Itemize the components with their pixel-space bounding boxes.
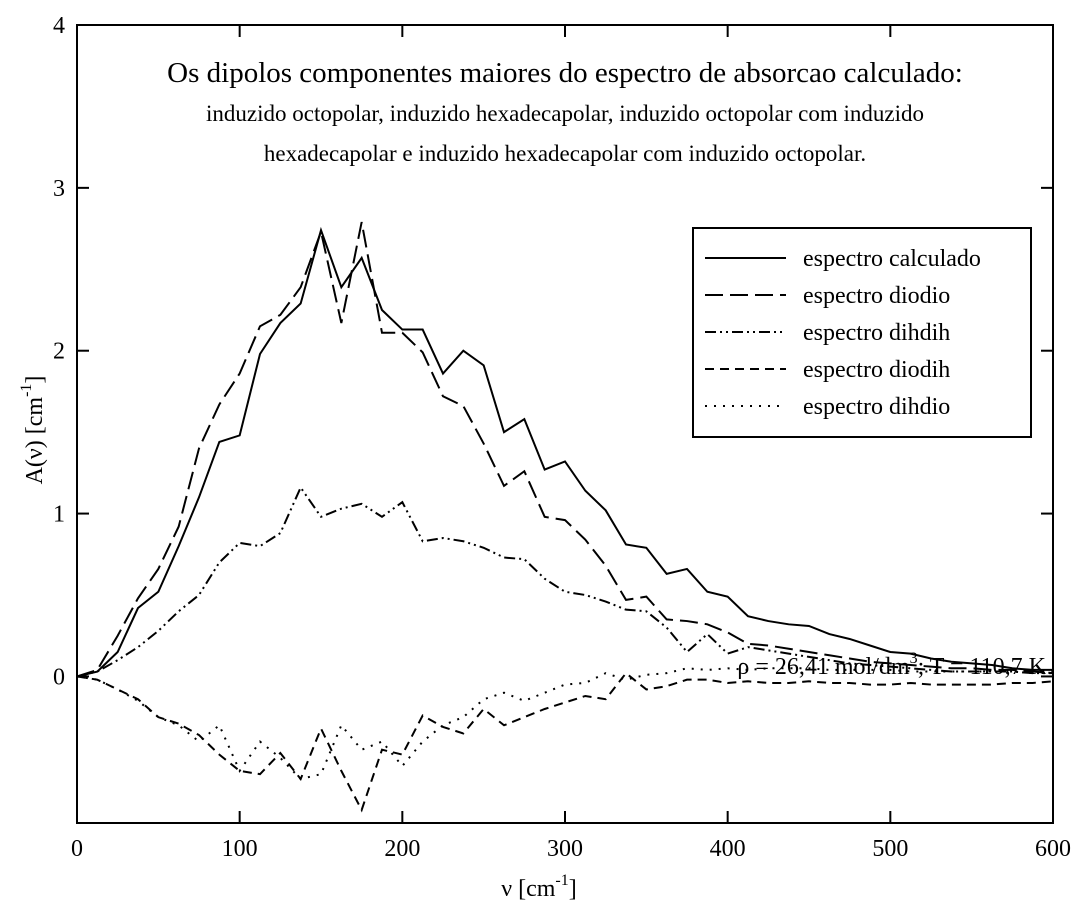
annotation-sup: 3 — [910, 650, 918, 667]
legend-label: espectro dihdio — [803, 394, 950, 420]
series-line — [76, 485, 1053, 678]
annotation: ρ = 26,41 mol/dm3; T = 110,7 K — [737, 650, 1046, 680]
series-line — [76, 226, 1053, 678]
y-axis-label-end: ] — [22, 376, 48, 384]
y-tick-label: 0 — [53, 664, 65, 690]
x-tick-label: 400 — [710, 836, 746, 862]
series-line — [76, 667, 1053, 781]
y-tick-label: 3 — [53, 176, 65, 202]
y-tick-label: 4 — [53, 13, 65, 39]
x-axis-label-end: ] — [569, 876, 577, 902]
y-tick-label: 1 — [53, 502, 65, 528]
x-axis-label-sup: -1 — [555, 872, 568, 889]
legend-label: espectro diodio — [803, 283, 950, 309]
legend-box — [692, 227, 1032, 438]
x-tick-label: 300 — [547, 836, 583, 862]
x-axis-label-text: ν [cm — [501, 876, 555, 902]
x-tick-label: 200 — [384, 836, 420, 862]
chart-title: Os dipolos componentes maiores do espect… — [167, 57, 963, 89]
y-tick-label: 2 — [53, 339, 65, 365]
y-axis-label-text: A(ν) [cm — [22, 397, 48, 485]
x-tick-label: 500 — [872, 836, 908, 862]
legend-label: espectro diodih — [803, 357, 950, 383]
legend-label: espectro dihdih — [803, 320, 950, 346]
annotation-text: ρ = 26,41 mol/dm — [737, 654, 910, 680]
series-line — [76, 671, 1054, 813]
series-line — [76, 221, 1054, 678]
chart-subtitle: induzido octopolar, induzido hexadecapol… — [206, 101, 924, 126]
chart-subtitle: hexadecapolar e induzido hexadecapolar c… — [264, 141, 866, 166]
x-tick-label: 100 — [222, 836, 258, 862]
y-axis-label: A(ν) [cm-1] — [18, 376, 48, 485]
legend-label: espectro calculado — [803, 246, 981, 272]
x-tick-label: 0 — [71, 836, 83, 862]
x-axis-label: ν [cm-1] — [501, 872, 577, 902]
x-tick-label: 600 — [1035, 836, 1071, 862]
y-axis-label-sup: -1 — [18, 384, 35, 397]
